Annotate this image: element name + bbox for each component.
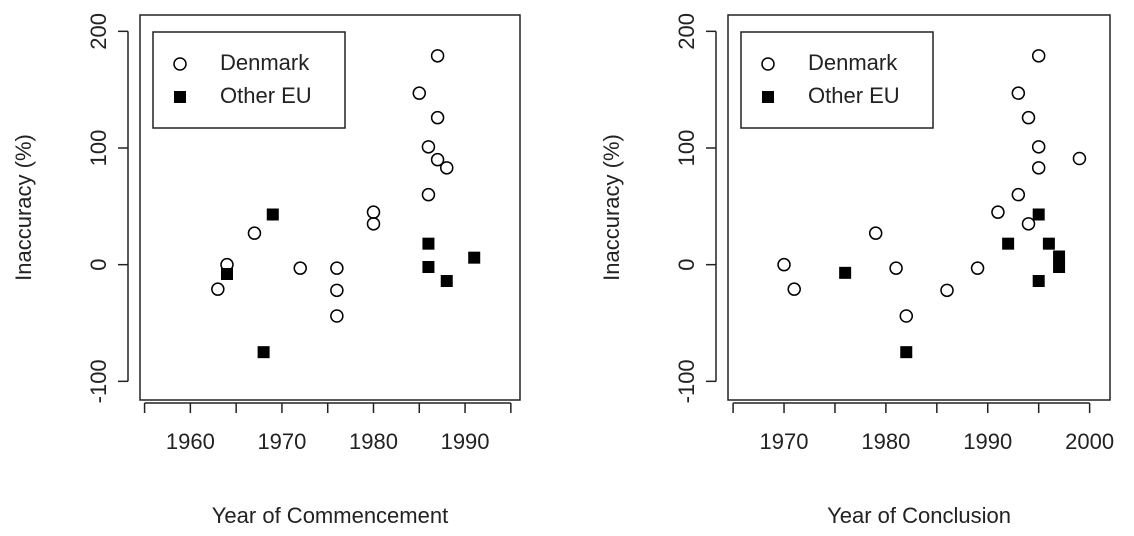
y-tick-label: -100 [674, 359, 699, 403]
y-axis-label: Inaccuracy (%) [599, 134, 624, 281]
point [1021, 110, 1036, 125]
point [970, 261, 985, 275]
point [430, 110, 445, 125]
point [1032, 208, 1045, 221]
point [440, 275, 453, 287]
point [1053, 261, 1066, 273]
point [868, 226, 883, 240]
point [421, 187, 436, 202]
plot-frame [139, 14, 521, 401]
legend-marker [762, 91, 774, 103]
x-tick-label: 1960 [166, 429, 215, 454]
point [991, 205, 1005, 219]
point [257, 346, 270, 359]
point [1031, 140, 1046, 154]
point [889, 261, 903, 275]
point [468, 251, 481, 264]
point [266, 208, 279, 221]
legend-marker [173, 57, 187, 71]
point [293, 261, 307, 275]
y-tick-label: 100 [86, 130, 111, 167]
x-tick-label: 1970 [760, 429, 809, 454]
x-axis-label: Year of Conclusion [827, 503, 1011, 528]
x-axis-label: Year of Commencement [212, 503, 448, 528]
y-tick-label: 100 [674, 130, 699, 167]
point [940, 283, 954, 298]
point [899, 309, 914, 323]
x-tick-label: 1990 [441, 429, 490, 454]
point [211, 282, 225, 296]
legend-label: Denmark [808, 50, 898, 75]
point [421, 140, 436, 154]
legend-label: Other EU [808, 83, 900, 108]
legend-label: Other EU [220, 83, 312, 108]
legend-box [740, 31, 934, 129]
legend-label: Denmark [220, 50, 310, 75]
point [1072, 151, 1087, 166]
point [412, 86, 427, 100]
point [366, 217, 381, 231]
point [366, 205, 381, 219]
point [330, 283, 344, 298]
point [422, 237, 435, 250]
x-tick-label: 1970 [257, 429, 306, 454]
legend-marker [174, 91, 186, 103]
point [1042, 237, 1055, 250]
point [330, 309, 344, 323]
point [787, 282, 801, 296]
point [1032, 275, 1045, 287]
point [439, 161, 454, 175]
x-tick-label: 1980 [349, 429, 398, 454]
point [430, 152, 445, 167]
point [1031, 161, 1046, 175]
y-tick-label: 0 [86, 259, 111, 271]
y-tick-label: 200 [674, 13, 699, 50]
x-tick-label: 1980 [861, 429, 910, 454]
point [422, 261, 435, 273]
point [839, 266, 852, 279]
point [330, 261, 344, 275]
point [1002, 237, 1015, 250]
legend-marker [761, 57, 775, 71]
x-tick-label: 1990 [963, 429, 1012, 454]
legend-box [152, 31, 346, 129]
point [220, 268, 233, 280]
y-tick-label: 0 [674, 259, 699, 271]
point [900, 346, 913, 359]
point [1053, 250, 1066, 263]
point [430, 49, 445, 63]
y-tick-label: -100 [86, 359, 111, 403]
y-axis-label: Inaccuracy (%) [11, 134, 36, 281]
x-tick-label: 2000 [1065, 429, 1114, 454]
point [247, 226, 262, 240]
point [777, 257, 791, 272]
y-tick-label: 200 [86, 13, 111, 50]
point [1011, 187, 1026, 202]
plot-frame [727, 14, 1111, 401]
point [1011, 86, 1026, 100]
point [1021, 217, 1036, 231]
point [1031, 49, 1046, 63]
